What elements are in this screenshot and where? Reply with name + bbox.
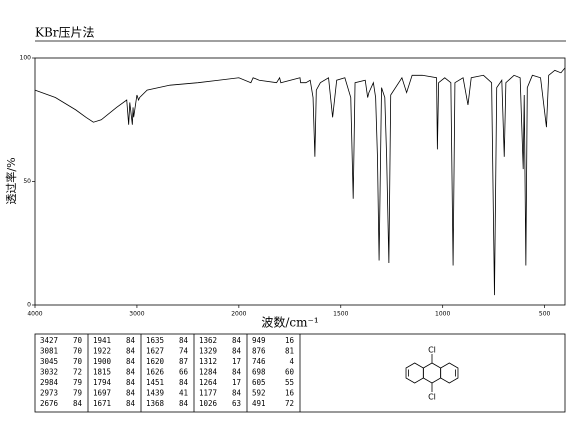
peak-transmittance: 16 bbox=[285, 389, 295, 398]
peak-transmittance: 74 bbox=[179, 347, 189, 356]
peak-transmittance: 84 bbox=[232, 368, 242, 377]
peak-wavenumber: 3081 bbox=[40, 347, 58, 356]
peak-transmittance: 79 bbox=[73, 389, 82, 398]
peak-wavenumber: 1635 bbox=[146, 336, 164, 345]
peak-wavenumber: 2973 bbox=[40, 389, 58, 398]
peak-wavenumber: 1627 bbox=[146, 347, 164, 356]
peak-transmittance: 84 bbox=[126, 399, 136, 408]
peak-wavenumber: 876 bbox=[252, 347, 266, 356]
peak-transmittance: 84 bbox=[126, 389, 136, 398]
x-tick-label: 2000 bbox=[231, 311, 246, 318]
peak-wavenumber: 1671 bbox=[93, 399, 111, 408]
peak-wavenumber: 2676 bbox=[40, 399, 59, 408]
peak-wavenumber: 1439 bbox=[146, 389, 164, 398]
peak-transmittance: 60 bbox=[285, 368, 295, 377]
peak-wavenumber: 1312 bbox=[199, 357, 217, 366]
peak-wavenumber: 1284 bbox=[199, 368, 218, 377]
peak-transmittance: 84 bbox=[232, 336, 242, 345]
peak-transmittance: 72 bbox=[285, 399, 294, 408]
peak-transmittance: 63 bbox=[232, 399, 241, 408]
peak-transmittance: 84 bbox=[126, 368, 136, 377]
peak-wavenumber: 1026 bbox=[199, 399, 218, 408]
substituent-label: Cl bbox=[428, 393, 436, 402]
peak-transmittance: 70 bbox=[73, 357, 83, 366]
peak-transmittance: 84 bbox=[232, 347, 242, 356]
peak-wavenumber: 1368 bbox=[146, 399, 165, 408]
peak-transmittance: 4 bbox=[289, 357, 294, 366]
peak-transmittance: 84 bbox=[179, 399, 189, 408]
chart-title: KBr压片法 bbox=[35, 26, 95, 40]
peak-transmittance: 79 bbox=[73, 378, 82, 387]
peak-wavenumber: 1264 bbox=[199, 378, 218, 387]
peak-wavenumber: 1620 bbox=[146, 357, 165, 366]
y-tick-label: 100 bbox=[20, 55, 32, 62]
peak-transmittance: 84 bbox=[126, 347, 136, 356]
peak-wavenumber: 949 bbox=[252, 336, 266, 345]
peak-transmittance: 41 bbox=[179, 389, 188, 398]
peak-wavenumber: 1362 bbox=[199, 336, 217, 345]
peak-transmittance: 84 bbox=[179, 336, 189, 345]
peak-wavenumber: 592 bbox=[252, 389, 266, 398]
peak-wavenumber: 1794 bbox=[93, 378, 112, 387]
peak-transmittance: 17 bbox=[232, 378, 241, 387]
y-axis-label: 透过率/% bbox=[4, 157, 18, 204]
peak-transmittance: 84 bbox=[126, 336, 136, 345]
peak-wavenumber: 1922 bbox=[93, 347, 111, 356]
peak-transmittance: 66 bbox=[179, 368, 189, 377]
x-tick-label: 1000 bbox=[435, 311, 450, 318]
ring bbox=[422, 362, 442, 384]
peak-transmittance: 84 bbox=[126, 357, 136, 366]
peak-transmittance: 72 bbox=[73, 368, 82, 377]
peak-wavenumber: 3032 bbox=[40, 368, 58, 377]
peak-wavenumber: 3045 bbox=[40, 357, 58, 366]
x-axis-label: 波数/cm⁻¹ bbox=[261, 315, 318, 330]
peak-wavenumber: 491 bbox=[252, 399, 266, 408]
x-tick-label: 3000 bbox=[129, 311, 144, 318]
y-tick-label: 50 bbox=[23, 178, 31, 185]
peak-wavenumber: 1815 bbox=[93, 368, 111, 377]
peak-wavenumber: 1329 bbox=[199, 347, 217, 356]
structure: Cl Cl bbox=[405, 346, 459, 402]
peak-transmittance: 70 bbox=[73, 347, 83, 356]
x-tick-label: 4000 bbox=[27, 311, 42, 318]
peak-transmittance: 17 bbox=[232, 357, 241, 366]
peak-wavenumber: 3427 bbox=[40, 336, 58, 345]
ring bbox=[440, 362, 459, 384]
x-tick-label: 500 bbox=[539, 311, 551, 318]
peak-transmittance: 87 bbox=[179, 357, 188, 366]
peak-transmittance: 81 bbox=[285, 347, 294, 356]
plot-frame bbox=[34, 57, 566, 306]
peak-wavenumber: 1697 bbox=[93, 389, 111, 398]
y-tick-label: 0 bbox=[27, 302, 31, 309]
peak-transmittance: 16 bbox=[285, 336, 295, 345]
peak-wavenumber: 1177 bbox=[199, 389, 217, 398]
peak-wavenumber: 1941 bbox=[93, 336, 111, 345]
spectrum-line bbox=[34, 67, 566, 296]
peak-wavenumber: 1451 bbox=[146, 378, 164, 387]
peak-wavenumber: 2984 bbox=[40, 378, 59, 387]
peak-transmittance: 55 bbox=[285, 378, 294, 387]
peak-transmittance: 70 bbox=[73, 336, 83, 345]
peak-wavenumber: 746 bbox=[252, 357, 266, 366]
peak-wavenumber: 698 bbox=[252, 368, 266, 377]
x-tick-label: 1500 bbox=[333, 311, 348, 318]
peak-transmittance: 84 bbox=[126, 378, 136, 387]
peak-transmittance: 84 bbox=[179, 378, 189, 387]
peak-wavenumber: 605 bbox=[252, 378, 266, 387]
peak-transmittance: 84 bbox=[232, 389, 242, 398]
peak-wavenumber: 1626 bbox=[146, 368, 165, 377]
peak-wavenumber: 1900 bbox=[93, 357, 112, 366]
substituent-label: Cl bbox=[428, 346, 436, 355]
peak-transmittance: 84 bbox=[73, 399, 83, 408]
